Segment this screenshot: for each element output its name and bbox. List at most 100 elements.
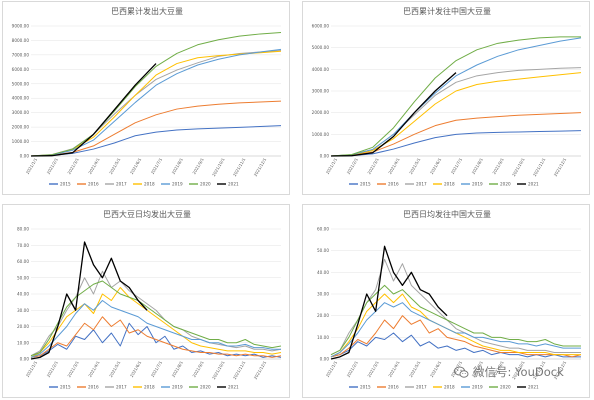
x-tick-label: 2021/5/1 (408, 157, 422, 175)
legend-label-2015: 2015 (60, 385, 71, 390)
legend-label-2019: 2019 (472, 385, 483, 390)
x-tick-label: 2021/5/1 (108, 157, 122, 175)
x-tick-label: 2021/4/1 (387, 157, 401, 175)
series-line-2021 (30, 63, 157, 157)
y-tick-label: 5000.00 (312, 45, 330, 50)
y-tick-label: 6000.00 (12, 67, 30, 72)
y-tick-label: 0.00 (20, 357, 30, 362)
y-tick-label: 6000.00 (312, 24, 330, 29)
legend-label-2016: 2016 (88, 182, 99, 187)
legend-label-2017: 2017 (116, 385, 127, 390)
series-line-2015 (330, 332, 581, 358)
y-tick-label: 50.00 (17, 275, 29, 280)
x-tick-label: 2021/6/1 (429, 157, 443, 175)
series-line-2020 (30, 32, 282, 157)
chart-title: 巴西大豆日均发出大豆量 (103, 209, 191, 219)
y-tick-label: 60.00 (17, 259, 29, 264)
legend-label-2021: 2021 (528, 182, 539, 187)
x-tick-label: 2021/4/1 (87, 157, 101, 175)
x-tick-label: 2021/12/1 (553, 157, 568, 178)
y-tick-label: 0.00 (320, 154, 330, 159)
watermark: 微信号: YouDock (454, 362, 590, 382)
series-line-2019 (30, 300, 281, 358)
chart-panel-daily-to-china: 巴西日均发往中国大豆量 0.00 10.00 20.00 30.00 40.00 50.00… (302, 204, 590, 398)
y-tick-label: 10.00 (17, 340, 29, 345)
chart-daily-exports: 巴西大豆日均发出大豆量 0.00 10.00 20.00 30.00 40.00 50.00… (17, 209, 282, 390)
x-tick-label: 2021/5/1 (108, 360, 122, 378)
chart-cumulative-exports: 巴西累计发出大豆量 0.00 1000.00 2000.00 3000.00 4000.0… (12, 6, 282, 187)
chart-title: 巴西累计发出大豆量 (111, 6, 183, 16)
y-tick-label: 3000.00 (12, 110, 30, 115)
y-tick-label: 60.00 (317, 227, 329, 232)
series-line-2017 (330, 258, 581, 356)
x-tick-label: 2021/2/1 (346, 157, 360, 175)
x-tick-label: 2021/12/1 (253, 360, 268, 381)
y-tick-label: 0.00 (320, 357, 330, 362)
y-tick-label: 5000.00 (12, 81, 30, 86)
series-line-2016 (330, 315, 582, 358)
y-tick-label: 2000.00 (312, 110, 330, 115)
x-tick-label: 2021/5/1 (408, 360, 422, 378)
legend-label-2016: 2016 (88, 385, 99, 390)
x-tick-label: 2021/9/1 (191, 360, 205, 378)
x-tick-label: 2021/12/1 (253, 157, 268, 178)
y-tick-label: 3000.00 (312, 89, 330, 94)
y-tick-label: 1000.00 (12, 139, 30, 144)
y-tick-label: 30.00 (17, 308, 29, 313)
chart-daily-to-china: 巴西日均发往中国大豆量 0.00 10.00 20.00 30.00 40.00 50.00… (317, 209, 582, 390)
legend-label-2018: 2018 (144, 385, 155, 390)
legend-label-2015: 2015 (60, 182, 71, 187)
series-line-2021 (330, 72, 457, 157)
y-tick-label: 80.00 (17, 227, 29, 232)
x-tick-label: 2021/10/1 (211, 360, 226, 381)
legend-label-2018: 2018 (444, 182, 455, 187)
series-line-2015 (330, 130, 582, 157)
legend-label-2020: 2020 (500, 385, 511, 390)
y-tick-label: 2000.00 (12, 125, 30, 130)
series-line-2020 (30, 280, 282, 357)
legend-label-2016: 2016 (388, 182, 399, 187)
x-tick-label: 2021/3/1 (366, 157, 380, 175)
chart-cumulative-to-china: 巴西累计发往中国大豆量 0.00 1000.00 2000.00 3000.00 4000… (312, 6, 582, 187)
series-line-2021 (30, 241, 148, 360)
y-tick-label: 9000.00 (12, 24, 30, 29)
x-tick-label: 2021/2/1 (346, 360, 360, 378)
series-line-2016 (30, 316, 282, 358)
series-line-2015 (30, 125, 282, 157)
chart-panel-cumulative-to-china: 巴西累计发往中国大豆量 0.00 1000.00 2000.00 3000.00 4000… (302, 1, 590, 195)
x-tick-label: 2021/11/1 (232, 360, 247, 381)
chart-title: 巴西累计发往中国大豆量 (403, 6, 491, 16)
x-tick-label: 2021/9/1 (191, 157, 205, 175)
x-tick-label: 2021/9/1 (491, 157, 505, 175)
series-line-2019 (30, 48, 282, 157)
y-tick-label: 70.00 (17, 243, 29, 248)
y-tick-label: 40.00 (317, 270, 329, 275)
series-line-2018 (330, 293, 581, 358)
legend-label-2021: 2021 (228, 182, 239, 187)
chart-panel-daily-exports: 巴西大豆日均发出大豆量 0.00 10.00 20.00 30.00 40.00 50.00… (2, 204, 290, 398)
x-tick-label: 2021/11/1 (532, 157, 547, 178)
x-tick-label: 2021/6/1 (129, 157, 143, 175)
x-tick-label: 2021/8/1 (171, 157, 185, 175)
legend-label-2017: 2017 (116, 182, 127, 187)
series-line-2017 (30, 270, 282, 357)
y-tick-label: 20.00 (17, 324, 29, 329)
legend-label-2015: 2015 (360, 385, 371, 390)
x-tick-label: 2021/10/1 (211, 157, 226, 178)
x-tick-label: 2021/7/1 (150, 157, 164, 175)
chart-panel-cumulative-exports: 巴西累计发出大豆量 0.00 1000.00 2000.00 3000.00 4000.0… (2, 1, 290, 195)
y-tick-label: 7000.00 (12, 52, 30, 57)
x-tick-label: 2021/1/1 (325, 360, 339, 378)
x-tick-label: 2021/1/1 (25, 360, 39, 378)
x-tick-label: 2021/8/1 (471, 157, 485, 175)
series-line-2019 (330, 302, 581, 358)
x-tick-label: 2021/1/1 (325, 157, 339, 175)
legend-label-2018: 2018 (444, 385, 455, 390)
series-line-2018 (30, 287, 282, 358)
series-line-2019 (330, 37, 582, 157)
y-tick-label: 1000.00 (312, 132, 330, 137)
y-tick-label: 50.00 (317, 248, 329, 253)
x-tick-label: 2021/4/1 (87, 360, 101, 378)
legend-label-2021: 2021 (528, 385, 539, 390)
series-line-2021 (330, 245, 448, 360)
